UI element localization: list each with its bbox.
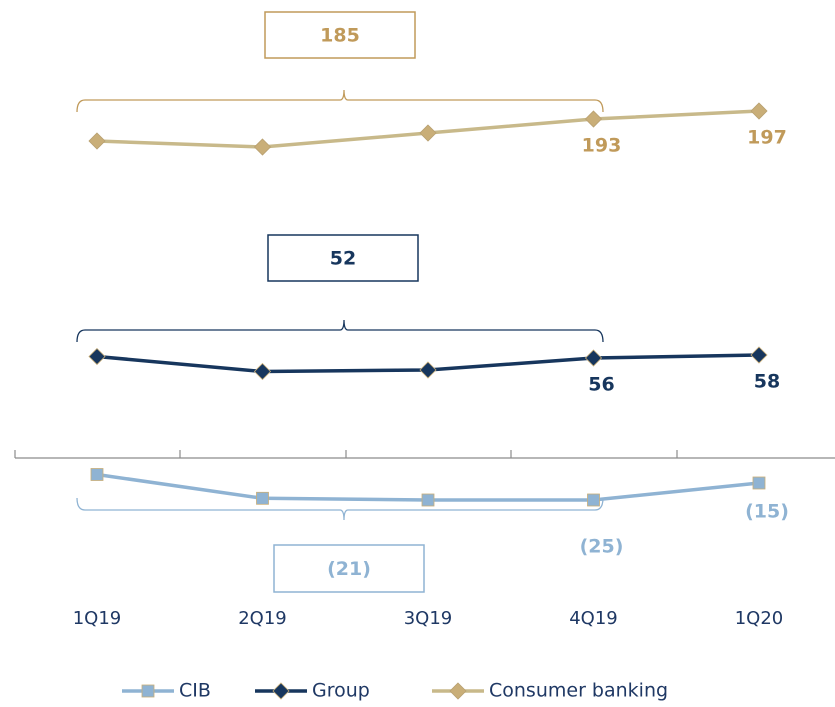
marker xyxy=(584,349,603,367)
marker xyxy=(752,476,766,490)
data-label: 193 xyxy=(582,135,622,157)
x-tick-label: 3Q19 xyxy=(404,608,453,629)
annotation-box xyxy=(264,11,416,59)
legend-marker xyxy=(141,684,155,698)
x-tick-label: 1Q20 xyxy=(735,608,784,629)
marker xyxy=(584,110,603,128)
marker xyxy=(90,468,104,481)
annotation-box xyxy=(273,544,425,593)
annotation-box xyxy=(267,234,419,282)
legend-marker xyxy=(449,682,467,700)
marker xyxy=(421,493,435,507)
bracket xyxy=(76,497,604,521)
legend-marker xyxy=(272,682,290,700)
x-tick-label: 1Q19 xyxy=(73,608,122,629)
legend-label: CIB xyxy=(179,680,211,702)
legend-label: Group xyxy=(312,680,370,702)
annotation-label: 185 xyxy=(320,25,360,47)
data-label: 58 xyxy=(754,371,780,393)
data-label: 197 xyxy=(747,127,787,149)
marker xyxy=(419,361,437,379)
marker xyxy=(419,124,437,142)
marker xyxy=(256,491,269,505)
marker xyxy=(750,102,768,120)
bracket xyxy=(76,89,604,113)
data-label: (15) xyxy=(745,501,789,523)
bracket xyxy=(76,319,604,343)
marker xyxy=(88,132,106,150)
data-label: (25) xyxy=(580,536,624,558)
marker xyxy=(253,362,272,381)
marker xyxy=(587,493,600,507)
annotation-label: (21) xyxy=(327,558,371,580)
marker xyxy=(750,346,768,364)
x-tick-label: 2Q19 xyxy=(238,608,287,629)
annotation-label: 52 xyxy=(330,248,356,270)
x-tick-label: 4Q19 xyxy=(569,608,618,629)
marker xyxy=(253,138,272,156)
legend-label: Consumer banking xyxy=(489,680,668,702)
marker xyxy=(88,347,106,366)
data-label: 56 xyxy=(588,374,614,396)
